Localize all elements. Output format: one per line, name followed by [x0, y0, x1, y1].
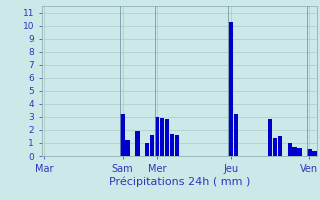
X-axis label: Précipitations 24h ( mm ): Précipitations 24h ( mm ): [108, 176, 250, 187]
Bar: [155, 117, 159, 156]
Bar: [288, 143, 292, 156]
Bar: [120, 114, 125, 156]
Bar: [170, 134, 174, 156]
Bar: [160, 118, 164, 156]
Bar: [125, 140, 130, 156]
Bar: [145, 143, 149, 156]
Bar: [268, 119, 272, 156]
Bar: [228, 22, 233, 156]
Bar: [278, 136, 282, 156]
Bar: [312, 151, 316, 156]
Bar: [292, 147, 297, 156]
Bar: [165, 119, 169, 156]
Bar: [297, 148, 302, 156]
Bar: [273, 138, 277, 156]
Bar: [150, 135, 154, 156]
Bar: [135, 131, 140, 156]
Bar: [234, 114, 238, 156]
Bar: [174, 135, 179, 156]
Bar: [307, 149, 312, 156]
